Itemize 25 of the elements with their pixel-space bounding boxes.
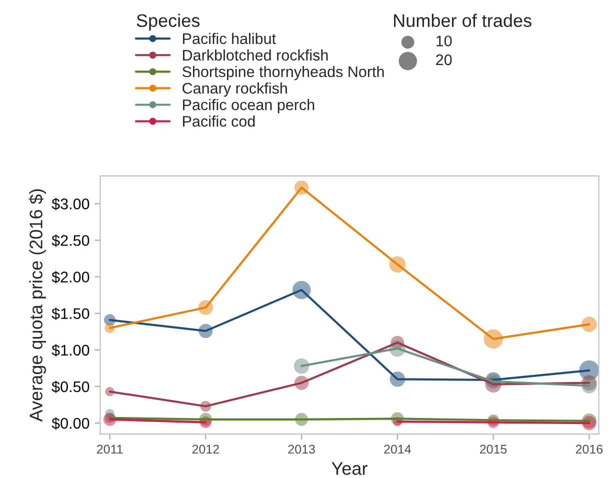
x-tick-label: 2012	[192, 444, 219, 454]
x-tick-label: 2015	[480, 444, 507, 454]
y-tick-label: $1.50	[52, 308, 90, 320]
x-tick-label: 2013	[288, 444, 315, 454]
legend-label: Shortspine thornyheads North	[182, 66, 384, 80]
legend-label: Pacific ocean perch	[183, 99, 314, 114]
x-tick-label: 2014	[384, 444, 411, 454]
legend-label: Darkblotched rockfish	[183, 49, 328, 61]
legend-label: 10	[436, 36, 452, 46]
x-axis-title: Year	[332, 462, 368, 475]
legend-label: Pacific cod	[183, 116, 255, 127]
y-tick-label: $3.00	[52, 198, 90, 210]
legend-label: Pacific halibut	[183, 32, 276, 44]
y-tick-label: $2.50	[52, 234, 90, 247]
y-tick-label: $0.50	[52, 380, 90, 394]
text: Number of trades	[394, 14, 532, 28]
y-axis-title: Average quota price (2016 $)	[28, 189, 46, 422]
legend-title: Species	[136, 14, 200, 31]
x-tick-label: 2011	[96, 444, 123, 454]
legend-label: 20	[436, 54, 452, 66]
x-tick-label: 2016	[576, 444, 603, 454]
legend-label: Canary rockfish	[182, 82, 287, 97]
y-tick-label: $0.00	[52, 417, 90, 430]
y-tick-label: $2.00	[52, 271, 90, 284]
y-tick-label: $1.00	[52, 344, 90, 357]
